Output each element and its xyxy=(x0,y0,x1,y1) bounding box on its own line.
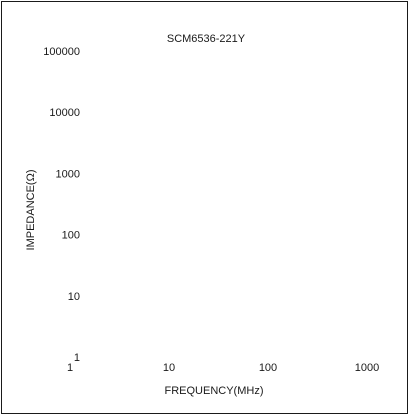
y-tick-label: 1 xyxy=(74,352,80,364)
x-tick-label: 1 xyxy=(67,362,73,374)
chart-frame xyxy=(1,1,408,414)
y-axis-label: IMPEDANCE(Ω) xyxy=(25,170,37,251)
x-tick-label: 1000 xyxy=(355,362,379,374)
chart-title: SCM6536-221Y xyxy=(167,33,246,45)
x-axis-label: FREQUENCY(MHz) xyxy=(165,385,264,397)
y-tick-label: 10 xyxy=(68,291,80,303)
y-tick-label: 100000 xyxy=(43,46,80,58)
y-tick-label: 1000 xyxy=(56,168,80,180)
y-tick-label: 10000 xyxy=(49,107,80,119)
y-tick-labels: 1 10 100 1000 10000 100000 xyxy=(43,46,80,364)
x-tick-label: 10 xyxy=(163,362,175,374)
x-tick-label: 100 xyxy=(259,362,277,374)
x-tick-labels: 1 10 100 1000 xyxy=(67,362,379,374)
y-tick-label: 100 xyxy=(62,230,80,242)
